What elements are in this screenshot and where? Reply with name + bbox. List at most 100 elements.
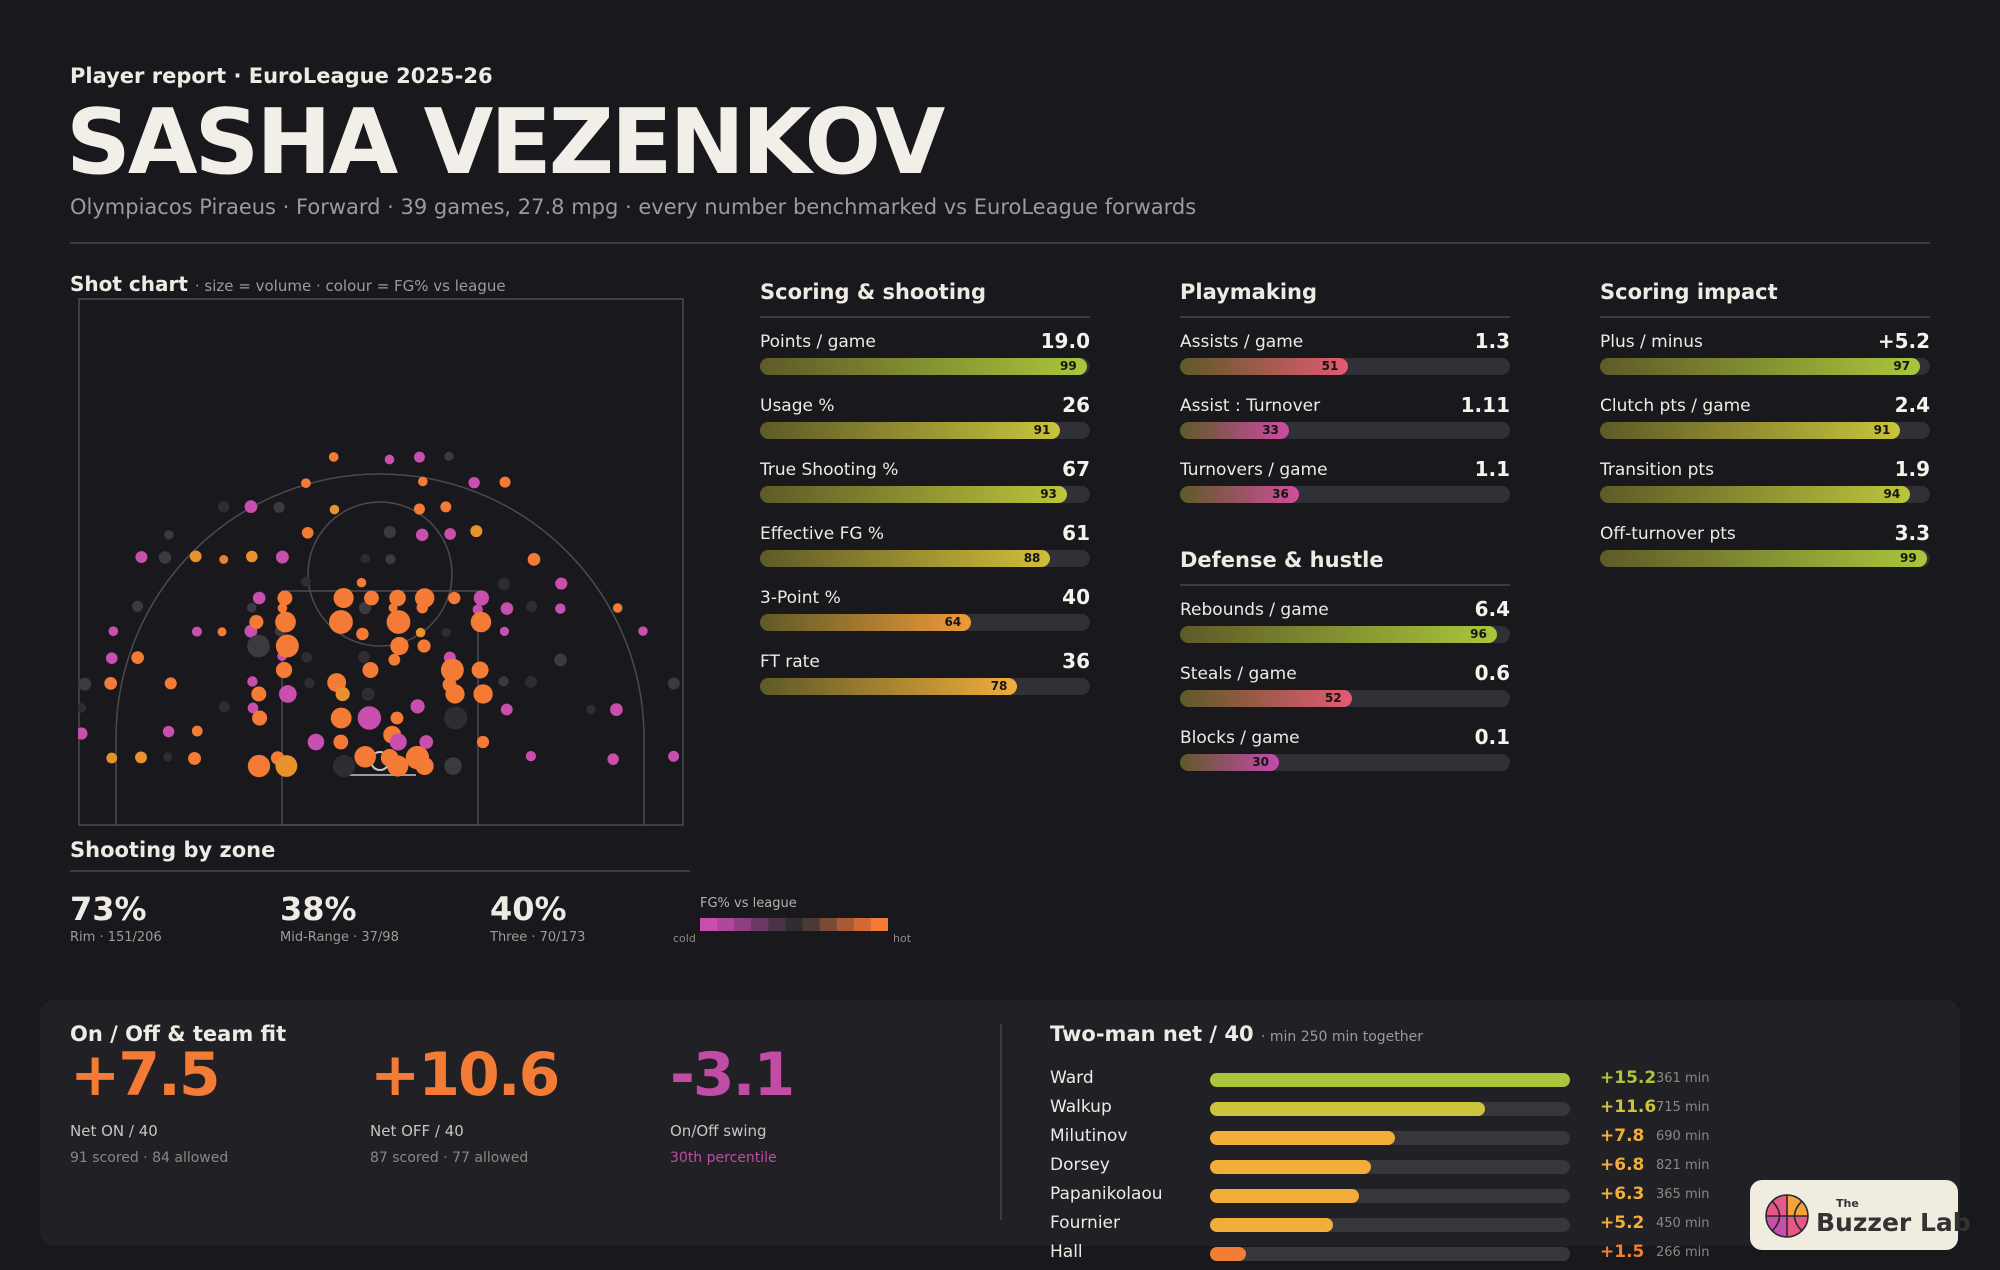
onoff-note: 87 scored · 77 allowed	[370, 1150, 529, 1166]
section-impact: Scoring impact Plus / minus +5.2 97 Clutch …	[1600, 280, 1930, 574]
shot-dot	[252, 710, 268, 726]
shot-dot	[191, 626, 202, 637]
shot-dot	[470, 611, 492, 633]
teammate-name: Milutinov	[1050, 1126, 1128, 1146]
legend-swatch	[836, 918, 855, 931]
stat-label: Steals / game	[1180, 664, 1297, 684]
shot-dot	[329, 610, 353, 634]
shot-dot	[473, 684, 493, 704]
section-defense: Defense & hustle Rebounds / game 6.4 96 Ste…	[1180, 548, 1510, 778]
shot-dot	[247, 754, 271, 778]
teammate-name: Papanikolaou	[1050, 1184, 1163, 1204]
onoff-swing: -3.1 On/Off swing 30th percentile	[670, 1040, 795, 1166]
two-man-minutes: 715 min	[1656, 1100, 1710, 1115]
stat-row: Turnovers / game 1.1 36	[1180, 446, 1510, 510]
shot-dot	[497, 577, 510, 591]
stat-value: 2.4	[1894, 393, 1930, 417]
two-man-minutes: 361 min	[1656, 1071, 1710, 1086]
stat-label: Assist : Turnover	[1180, 396, 1321, 416]
stat-row: FT rate 36 78	[760, 638, 1090, 702]
stat-bar-track: 78	[760, 678, 1090, 695]
shot-dot	[307, 733, 325, 751]
shot-dot	[357, 706, 382, 730]
two-man-bar-fill	[1210, 1160, 1372, 1174]
stat-bar-fill: 99	[760, 358, 1087, 375]
shot-dot	[218, 701, 230, 713]
stat-label: Transition pts	[1600, 460, 1714, 480]
teammate-name: Fournier	[1050, 1213, 1120, 1233]
shot-dot	[387, 755, 409, 777]
legend-gradient	[700, 918, 888, 931]
shot-dot	[78, 703, 87, 713]
zone-detail: Mid-Range · 37/98	[280, 930, 399, 945]
teammate-name: Dorsey	[1050, 1155, 1110, 1175]
shot-dot	[131, 600, 144, 612]
stat-row: Steals / game 0.6 52	[1180, 650, 1510, 714]
shot-dot	[388, 653, 401, 666]
zones-title: Shooting by zone	[70, 838, 276, 862]
stat-bar-track: 94	[1600, 486, 1930, 503]
shot-chart-subtitle: · size = volume · colour = FG% vs league	[194, 277, 506, 295]
shot-dot	[384, 454, 395, 465]
shot-dot	[386, 610, 411, 634]
legend-swatch	[819, 918, 838, 931]
stat-row: Off-turnover pts 3.3 99	[1600, 510, 1930, 574]
onoff-note: 30th percentile	[670, 1150, 777, 1166]
shot-dot	[244, 500, 258, 514]
stat-list: Rebounds / game 6.4 96 Steals / game 0.6 52 Bl…	[1180, 586, 1510, 778]
stat-list: Assists / game 1.3 51 Assist : Turnover 1.11…	[1180, 318, 1510, 510]
stat-bar-track: 93	[760, 486, 1090, 503]
stat-label: Effective FG %	[760, 524, 885, 544]
shot-dot	[164, 677, 177, 690]
shot-dot	[668, 750, 680, 762]
court-paint	[281, 590, 479, 826]
two-man-bar-fill	[1210, 1189, 1360, 1203]
basketball-icon	[1765, 1194, 1809, 1238]
shot-dot	[275, 634, 299, 658]
stat-list: Points / game 19.0 99 Usage % 26 91 True Shoot…	[760, 318, 1090, 702]
shot-dot	[251, 686, 267, 702]
onoff-label: Net OFF / 40	[370, 1122, 464, 1140]
shot-dot	[78, 727, 88, 740]
shot-dot	[441, 627, 451, 638]
shot-dot	[275, 550, 289, 564]
two-man-title: Two-man net / 40 · min 250 min together	[1050, 1022, 1423, 1046]
two-man-row: Dorsey +6.8 821 min	[1050, 1152, 1770, 1181]
shot-dot	[444, 706, 468, 730]
shot-dot	[413, 503, 425, 515]
stat-bar-fill: 96	[1180, 626, 1497, 643]
stat-row: Effective FG % 61 88	[760, 510, 1090, 574]
shot-dot	[667, 677, 680, 690]
stat-row: Usage % 26 91	[760, 382, 1090, 446]
court-three-point-line	[115, 473, 645, 825]
stat-row: Transition pts 1.9 94	[1600, 446, 1930, 510]
shot-dot	[471, 661, 489, 679]
shot-dot	[554, 653, 567, 667]
teammate-name: Walkup	[1050, 1097, 1112, 1117]
shot-dot	[277, 603, 288, 613]
shot-dot	[246, 550, 258, 563]
stat-bar-fill: 51	[1180, 358, 1349, 375]
stat-value: +5.2	[1877, 329, 1930, 353]
stat-percentile: 91	[1873, 423, 1891, 437]
shot-dot	[252, 591, 266, 605]
two-man-row: Fournier +5.2 450 min	[1050, 1210, 1770, 1239]
shot-dot	[445, 684, 465, 704]
shot-chart-court	[78, 298, 684, 826]
stat-list: Plus / minus +5.2 97 Clutch pts / game 2.4 91…	[1600, 318, 1930, 574]
teammate-name: Hall	[1050, 1242, 1083, 1262]
shot-dot	[273, 501, 285, 513]
legend-swatch	[853, 918, 872, 931]
two-man-bar-fill	[1210, 1131, 1395, 1145]
shot-dot	[217, 501, 230, 513]
shot-dot	[470, 525, 483, 538]
stat-bar-track: 99	[1600, 550, 1930, 567]
shot-dot	[158, 551, 172, 564]
shot-dot	[417, 476, 428, 487]
two-man-bar-track	[1210, 1247, 1570, 1261]
stat-label: Assists / game	[1180, 332, 1304, 352]
shot-dots	[78, 451, 680, 778]
two-man-net: +6.8	[1600, 1155, 1645, 1175]
stat-bar-fill: 99	[1600, 550, 1927, 567]
stat-value: 61	[1062, 521, 1090, 545]
